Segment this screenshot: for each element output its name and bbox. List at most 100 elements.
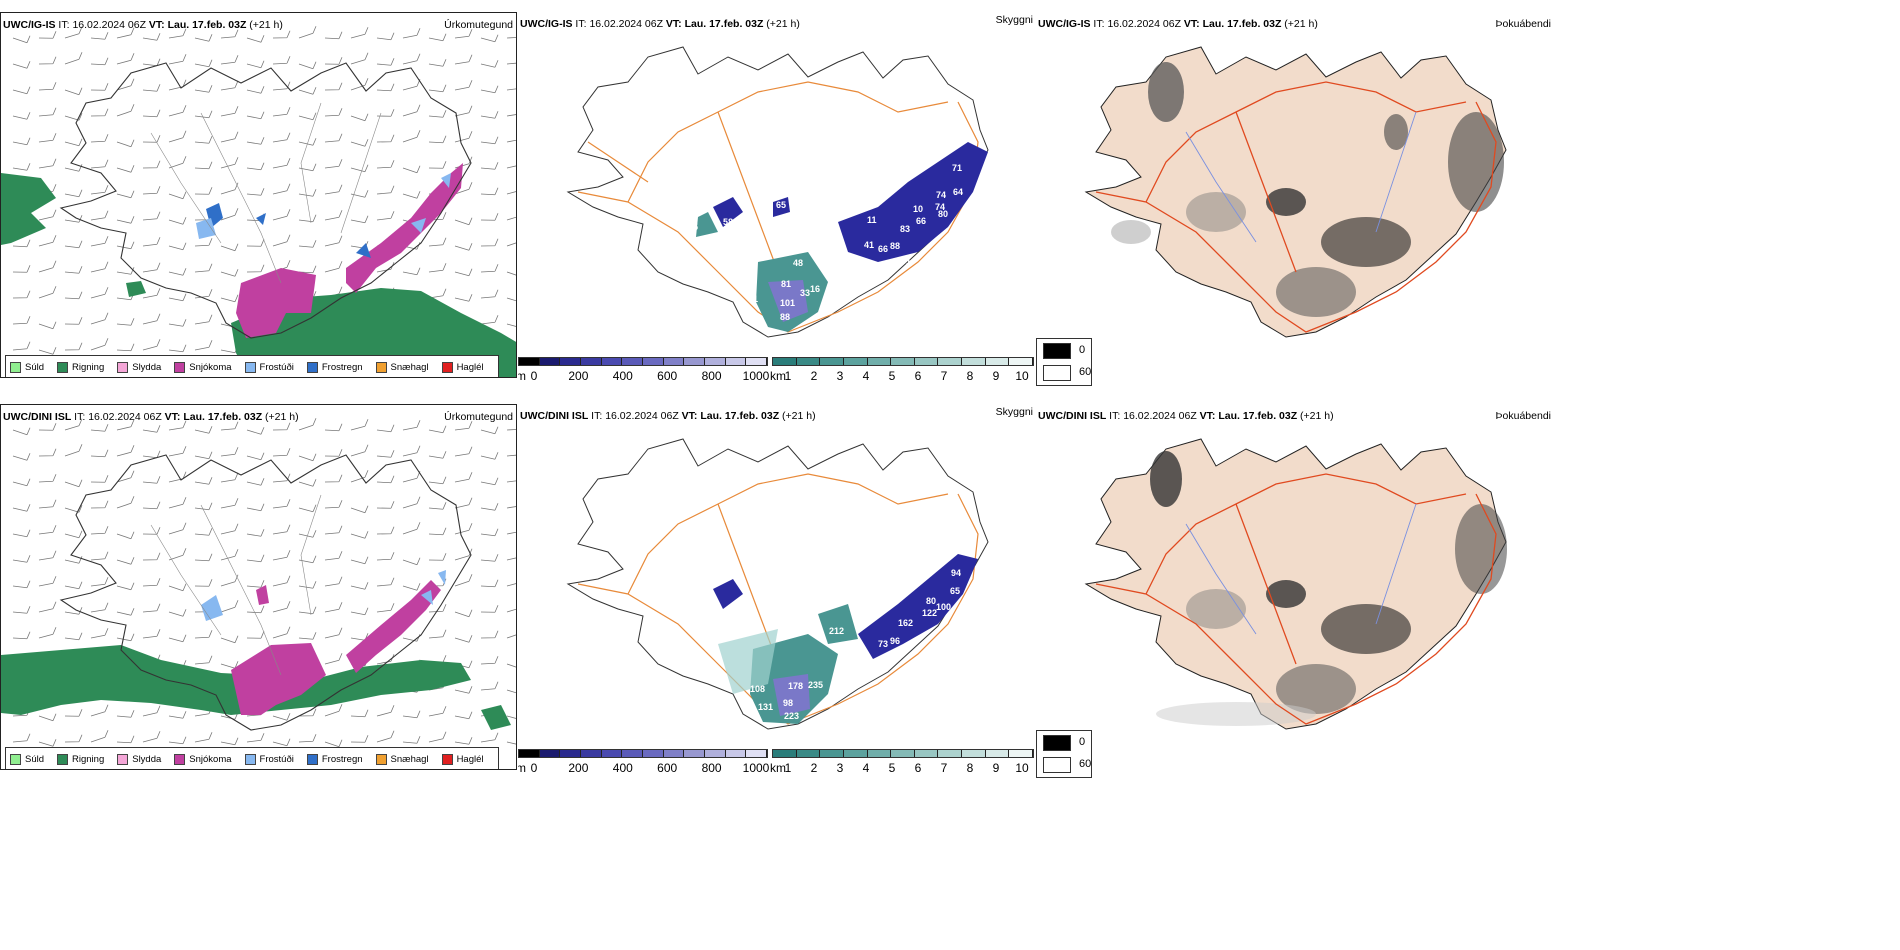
cloud-base-label: 10	[913, 204, 923, 214]
wind-barb	[168, 634, 187, 643]
precip-legend-item: Haglél	[441, 753, 484, 765]
wind-barb	[376, 109, 395, 117]
wind-barb	[168, 522, 187, 535]
wind-barb	[168, 736, 187, 745]
cloud-base-label: 162	[898, 618, 913, 628]
wind-barb	[506, 62, 516, 65]
wind-barb	[90, 32, 109, 40]
wind-barb	[220, 80, 239, 91]
legend-label: Rigning	[72, 361, 105, 373]
wind-barb	[324, 739, 343, 748]
wind-barb	[142, 33, 161, 41]
wind-barb	[480, 264, 499, 273]
wind-barb	[38, 321, 57, 330]
wind-barb	[272, 713, 291, 721]
wind-barb	[116, 343, 135, 352]
precip-legend-item: Slydda	[117, 753, 161, 765]
wind-barb	[350, 607, 369, 616]
colorbar-tick: 800	[701, 761, 722, 772]
wind-barb	[480, 732, 499, 743]
cloud-height-areas	[713, 554, 978, 724]
wind-barb	[90, 236, 109, 247]
wind-barb	[246, 60, 265, 69]
wind-barb	[142, 731, 161, 743]
wind-barb	[12, 453, 31, 461]
wind-barb	[38, 347, 57, 355]
wind-barb	[402, 710, 421, 719]
cloud-base-label: 48	[793, 258, 803, 268]
wind-barb	[454, 294, 473, 302]
legend-label: Snjókoma	[189, 361, 232, 373]
wind-barb	[402, 53, 421, 65]
legend-swatch	[10, 753, 21, 765]
wind-barb	[324, 653, 343, 665]
cloud-base-label: 33	[800, 288, 810, 298]
wind-barb	[64, 113, 83, 121]
wind-barb	[116, 318, 135, 326]
wind-barb	[506, 480, 516, 483]
wind-barb	[350, 505, 369, 514]
wind-barb	[38, 474, 57, 483]
wind-barb	[324, 133, 343, 143]
wind-barb	[194, 426, 213, 434]
wind-barb	[38, 550, 57, 561]
wind-barb	[116, 531, 135, 540]
legend-label: Súld	[25, 753, 45, 765]
wind-barb	[298, 240, 317, 248]
wind-barb	[402, 104, 421, 117]
colorbar-tick: 400	[612, 369, 633, 380]
wind-barb	[454, 497, 473, 509]
fog-shading	[1111, 62, 1504, 317]
wind-barb	[454, 472, 473, 483]
wind-barb	[90, 526, 109, 535]
wind-barb	[298, 138, 317, 146]
cloud-base-label: 16	[810, 284, 820, 294]
wind-barb	[12, 504, 31, 512]
legend-swatch	[57, 361, 69, 373]
wind-barb	[480, 238, 499, 247]
wind-barb	[12, 35, 31, 44]
wind-barb	[480, 34, 499, 43]
precip-legend-item: Súld	[10, 753, 45, 765]
wind-barb	[220, 269, 239, 277]
wind-barb	[506, 429, 516, 431]
wind-barb	[350, 52, 369, 65]
wind-barb	[90, 449, 109, 458]
colorbar-tick: 1000	[742, 761, 770, 772]
wind-barb	[506, 191, 516, 195]
colorbar-tick: 5	[888, 761, 896, 772]
wind-barb	[480, 136, 499, 145]
cloud-base-label: 58	[723, 609, 733, 619]
fog-legend-igis: 0 60	[1036, 338, 1092, 386]
wind-barb	[64, 505, 83, 513]
wind-barb	[64, 530, 83, 539]
colorbar-cell	[891, 750, 915, 757]
wind-barb	[506, 634, 516, 639]
wind-barb	[90, 159, 109, 169]
colorbar-cell	[684, 358, 706, 365]
wind-barb	[376, 424, 395, 433]
cloud-base-label: 64	[953, 187, 963, 197]
wind-barb	[246, 503, 265, 512]
legend-label: Súld	[25, 361, 45, 373]
wind-barb	[324, 576, 343, 587]
colorbar-cell	[581, 750, 602, 757]
legend-swatch	[306, 753, 318, 765]
legend-swatch	[174, 753, 186, 765]
wind-barb	[454, 54, 473, 65]
wind-barb	[168, 609, 187, 617]
wind-barb	[38, 82, 57, 91]
wind-barb	[12, 529, 31, 538]
legend-swatch	[244, 753, 256, 765]
wind-barb	[454, 182, 473, 195]
colorbar-tick: 5	[888, 369, 896, 380]
colorbar-cell	[914, 750, 939, 757]
wind-barb	[350, 215, 369, 224]
colorbar-cell	[601, 750, 623, 757]
wind-barb	[168, 344, 187, 353]
wind-barb	[272, 107, 291, 117]
cloud-base-label: 14	[773, 591, 783, 601]
wind-barb	[272, 56, 291, 65]
panel-title: Úrkomutegund	[444, 19, 513, 31]
